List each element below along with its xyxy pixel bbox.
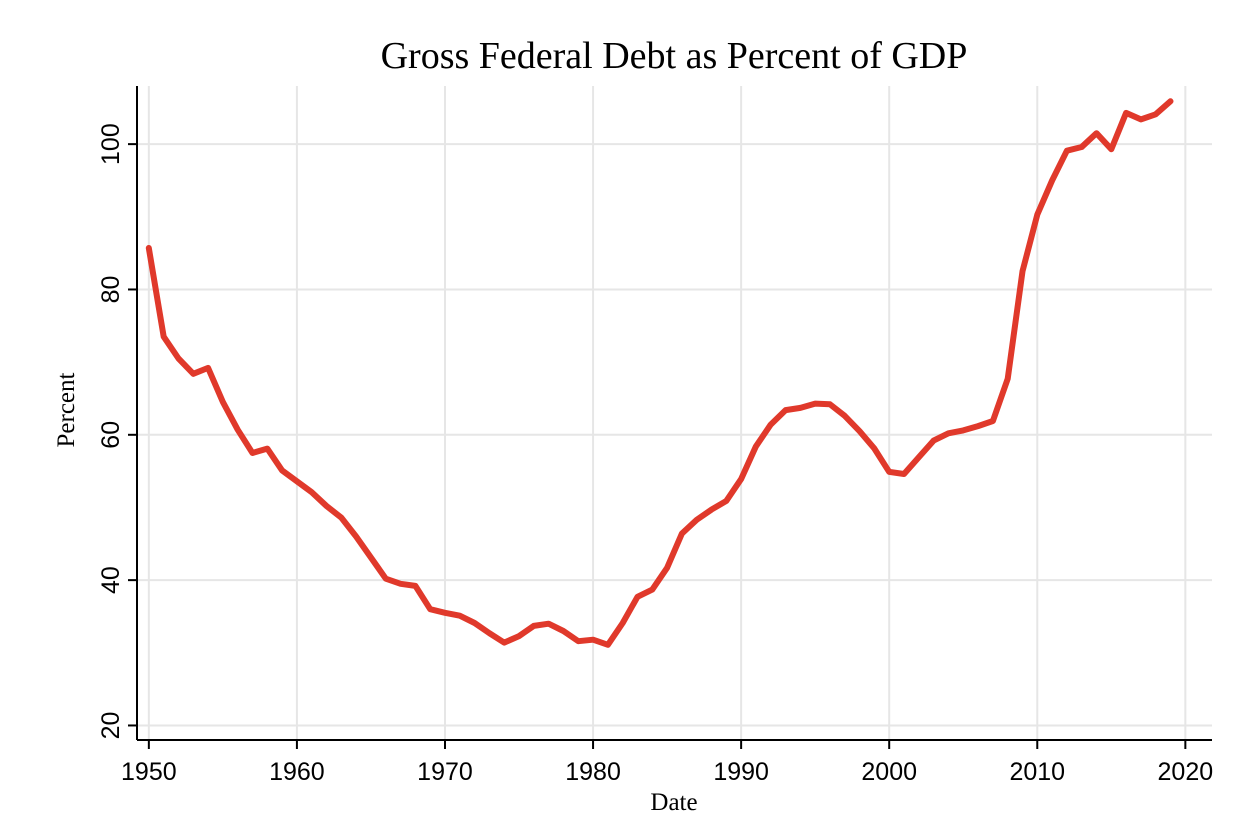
y-tick-label: 100 [97,123,125,165]
y-tick-label: 80 [97,276,125,304]
y-tick-label: 40 [97,566,125,594]
x-tick-label: 1950 [121,758,177,786]
x-tick-label: 2000 [861,758,917,786]
x-tick-label: 1980 [565,758,621,786]
x-tick-label: 1990 [713,758,769,786]
y-axis-title: Percent [53,372,80,447]
chart-title: Gross Federal Debt as Percent of GDP [381,35,968,77]
series-line [145,98,1174,648]
x-tick-label: 2020 [1158,758,1214,786]
y-tick-label: 20 [97,712,125,740]
gridlines [137,86,1212,740]
ticks: 20 40 60 80 100 1950 1960 1970 1980 1990 2000 2010 2… [97,123,1213,786]
x-tick-label: 1960 [269,758,325,786]
y-tick-label: 60 [97,421,125,449]
x-tick-label: 2010 [1009,758,1065,786]
x-axis-title: Date [650,789,697,816]
axes [136,86,1212,741]
series-layer [145,98,1174,648]
x-tick-label: 1970 [417,758,473,786]
